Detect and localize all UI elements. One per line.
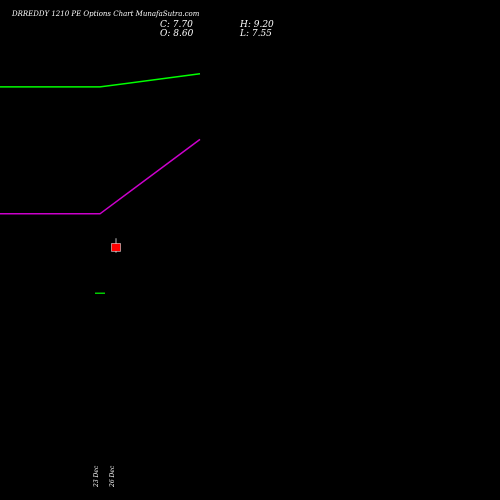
high-label: H: 9.20 xyxy=(240,20,274,30)
chart-title: DRREDDY 1210 PE Options Chart MunafaSutr… xyxy=(12,10,200,18)
x-tick-label: 26 Dec xyxy=(109,465,116,488)
x-tick-label: 23 Dec xyxy=(93,465,100,488)
open-label: O: 8.60 xyxy=(160,29,194,39)
candle-body-1 xyxy=(95,292,105,294)
candle-body-2 xyxy=(111,243,121,252)
indicator-line-1 xyxy=(0,73,201,88)
indicator-line-2 xyxy=(0,138,201,215)
close-label: C: 7.70 xyxy=(160,20,193,30)
low-label: L: 7.55 xyxy=(240,29,272,39)
